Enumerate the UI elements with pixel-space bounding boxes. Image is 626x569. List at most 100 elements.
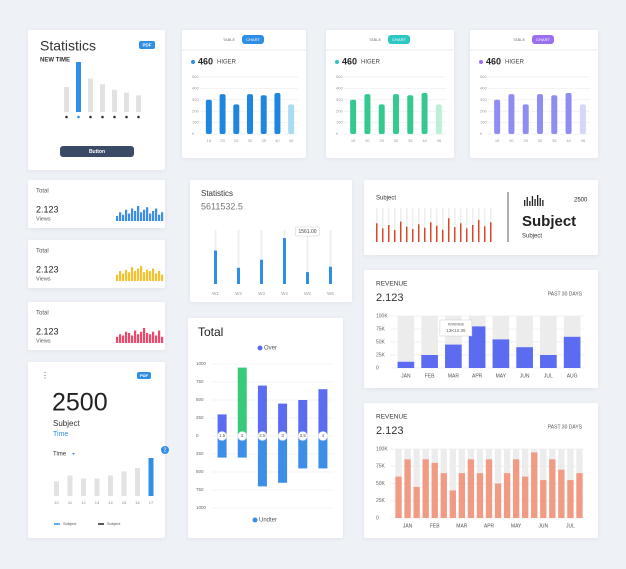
tab: CHART [246,37,260,42]
bar [407,95,414,134]
bar [214,250,217,284]
track [412,208,414,242]
y-tick-label: 500 [192,74,199,79]
bar-dot [89,115,92,119]
tab: TABLE [223,37,236,42]
bar [478,219,480,242]
bar [558,469,565,518]
icon-bar [529,201,531,206]
y-tick-label: 200 [336,108,343,113]
bar [158,214,161,221]
bar [306,272,309,284]
badge-label: PDF [143,43,152,48]
y-tick-label: 300 [480,97,487,102]
bar [563,336,581,368]
menu-icon: ⋮ [41,371,49,380]
bar [134,330,137,343]
x-tick-label: 15 [207,138,212,143]
subject: Subject [53,419,80,428]
card-value: 2.123 [36,204,59,214]
bar [422,459,429,518]
headline: 460 [486,56,501,66]
bar [140,212,143,221]
x-tick-label: 30 [394,138,399,143]
bar [378,104,385,134]
bar [112,89,117,112]
bar [146,207,149,221]
time: Time [53,431,68,438]
y-tick-label: 750 [196,379,204,384]
y-tick-label: 500 [336,74,343,79]
x-tick-label: 30 [538,138,543,143]
bar [492,339,510,368]
bar [260,259,263,284]
x-tick-label: FEB [425,373,435,379]
bar [274,92,281,134]
card-title: Statistics [201,189,233,198]
x-tick-label: 45 [581,138,586,143]
bar [137,206,140,221]
bar [406,226,408,242]
bar [435,104,442,134]
bar [237,436,247,458]
x-tick-label: 16 [135,500,140,505]
y-tick-label: 200 [480,108,487,113]
tab-active [242,35,264,44]
y-tick-label: 200 [192,108,199,113]
card-subtitle: NEW TIME [40,58,70,64]
bar [131,267,134,281]
card-title: REVENUE [376,414,408,421]
bar [388,225,390,242]
x-tick-label: 40 [422,138,427,143]
track [436,208,438,242]
bar-dot [101,115,104,119]
bar [140,266,143,281]
tooltip [295,226,320,237]
bar [135,467,140,496]
x-tick-label: 25 [523,138,528,143]
bar [237,267,240,284]
bar [472,225,474,242]
bar [400,221,402,242]
legend-label: Over [264,346,277,352]
card-period: PAST 30 DAYS [548,424,583,430]
icon-bar [542,200,544,206]
bar [382,228,384,242]
bar-dot [113,115,116,119]
card-value: 2.123 [376,425,404,437]
category-badge [277,431,288,441]
badge [139,41,155,49]
x-tick-label: W1 [212,291,219,296]
bar [516,347,533,368]
bar [161,212,164,221]
bar [531,452,538,518]
headline-label: HIGER [217,60,237,66]
tab: TABLE [369,37,382,42]
bar [128,213,131,221]
bar [431,462,438,518]
bar [522,104,529,134]
card-value: 2.123 [36,326,59,336]
card-small: Subject [522,234,542,240]
button-label[interactable]: Button [89,149,105,155]
bar [445,344,462,368]
card [182,30,306,158]
icon-bar [524,200,526,206]
x-tick-label: 20 [509,138,514,143]
icon-bar [531,196,534,206]
bar [393,94,399,134]
y-tick-label: 250 [196,451,204,456]
y-tick-label: 500 [196,469,204,474]
bar [121,471,127,496]
bar [278,403,288,436]
x-tick-label: 30 [248,138,253,143]
bar [161,274,164,281]
bar [418,224,420,242]
y-tick-label: 1000 [196,361,207,366]
bar [149,271,152,281]
y-tick-label: 0 [480,131,483,136]
bar [549,459,556,518]
x-tick-label: 1.5 [219,433,226,438]
bar [540,480,547,518]
bar [54,481,59,496]
